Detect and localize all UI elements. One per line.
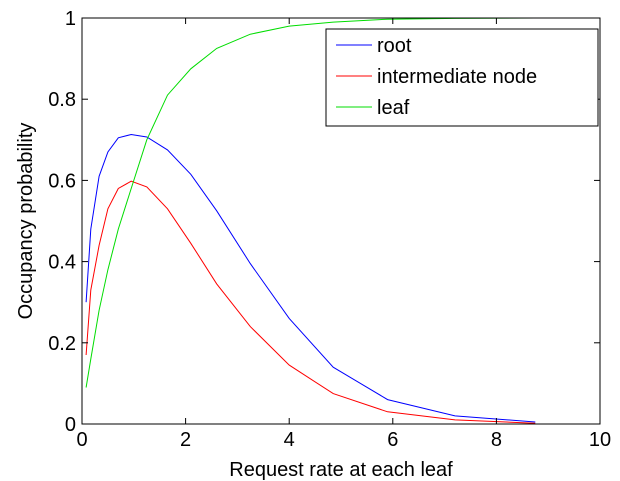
y-tick-label: 0.6 — [48, 170, 76, 192]
legend-label: leaf — [377, 97, 410, 119]
y-axis-title: Occupancy probability — [15, 123, 37, 320]
series-line-leaf — [85, 17, 536, 388]
plot-frame — [81, 17, 601, 425]
y-tick-label: 0.8 — [48, 89, 76, 111]
y-tick-label: 1 — [65, 8, 76, 30]
x-tick-label: 2 — [180, 429, 191, 451]
x-tick-label: 6 — [387, 429, 398, 451]
y-tick-label: 0.4 — [48, 252, 76, 274]
ticks-layer: 0 2 4 6 8 10 0 0.2 0.4 0.6 0.8 1 — [48, 8, 611, 451]
x-tick-label: 4 — [284, 429, 295, 451]
x-tick-label: 8 — [491, 429, 502, 451]
series-line-root — [85, 133, 536, 423]
x-axis-title: Request rate at each leaf — [229, 459, 453, 481]
y-tick-label: 0.2 — [48, 333, 76, 355]
legend-label: intermediate node — [377, 66, 537, 88]
x-tick-label: 0 — [76, 429, 87, 451]
y-tick-label: 0 — [65, 414, 76, 436]
x-tick-label: 10 — [589, 429, 611, 451]
series-line-intermediate-node — [85, 180, 536, 424]
series-layer — [85, 17, 536, 424]
legend: root intermediate node leaf — [325, 28, 599, 127]
legend-label: root — [377, 35, 412, 57]
